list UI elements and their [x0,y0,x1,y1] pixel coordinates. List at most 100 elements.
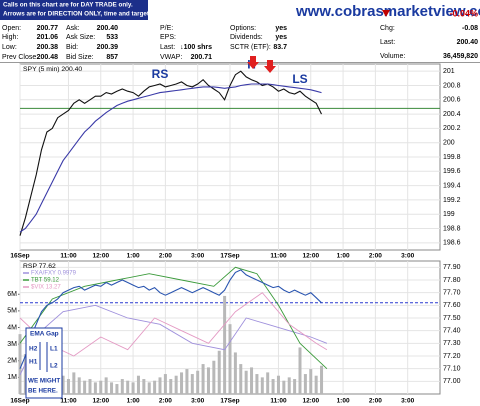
y-tick-label: 77.70 [443,290,461,297]
y-tick-label: 77.00 [443,378,461,385]
quote-label: Options: [230,25,256,32]
x-tick-label: 11:00 [60,398,77,405]
volume-bar [99,380,103,394]
volume-bar [163,374,167,394]
x-tick-label: 2:00 [369,253,382,260]
quote-value: 36,459,820 [443,53,478,60]
x-tick-label: 12:00 [92,398,109,405]
quote-label: Dividends: [230,34,263,41]
volume-bar [93,382,97,394]
x-tick-label: 11:00 [60,253,77,260]
quote-label: Last: [160,44,175,51]
legend-entry: FXA/FXY 0.9979 [31,271,77,277]
x-tick-label: 2:00 [369,398,382,405]
volume-bar [201,364,205,394]
volume-bar [190,374,194,394]
y-tick-label: 200.6 [443,97,461,104]
volume-bar [77,377,81,394]
y-tick-label: 199.8 [443,154,461,161]
y-tick-label: 199.2 [443,197,461,204]
quote-value: yes [275,25,287,32]
volume-bar [196,370,200,394]
y-tick-label: 77.60 [443,302,461,309]
volume-bar [115,384,119,394]
x-tick-label: 12:00 [302,253,319,260]
ema-label: L2 [50,363,58,370]
x-tick-label: 1:00 [337,398,350,405]
y2-tick-label: 5M [7,308,17,315]
quote-label: Last: [380,39,395,46]
y2-tick-label: 4M [7,324,17,331]
volume-bar [18,334,22,394]
quote-label: Bid: [66,44,78,51]
annotation: LS [292,72,307,86]
volume-bar [250,367,254,394]
series-line [19,292,328,357]
series-line [19,70,322,236]
x-tick-label: 1:00 [337,253,350,260]
ema-label: H2 [29,346,38,353]
volume-bar [266,372,270,394]
x-tick-label: 3:00 [401,253,414,260]
volume-bar [276,375,280,394]
y-tick-label: 198.8 [443,225,461,232]
y-tick-label: 199.6 [443,168,461,175]
quote-value: 200.40 [457,39,479,46]
legend-entry: $VIX 13.27 [31,285,61,291]
volume-bar [212,360,216,394]
x-tick-label: 1:00 [127,398,140,405]
quote-label: Ask Size: [66,34,95,41]
series-line [19,269,322,369]
plots: 198.6 198.8 199 199.2 199.4 199.6 199.8 200 200.… [7,58,460,405]
volume-bar [298,347,302,394]
y-tick-label: 199.4 [443,182,461,189]
volume-bar [233,352,237,394]
volume-bar [320,365,324,394]
volume-bar [303,374,307,394]
quote-label: VWAP: [160,54,182,61]
volume-bar [66,379,70,394]
x-tick-label: 12:00 [302,398,319,405]
quote-value: 200.48 [37,54,59,61]
volume-bar [126,380,130,394]
series-line [19,266,328,370]
volume-bar [147,382,151,394]
x-tick-label: 2:00 [159,253,172,260]
x-tick-label: 12:00 [92,253,109,260]
volume-bar [223,295,227,394]
x-tick-label: 16Sep [10,398,29,405]
y-tick-label: 200.4 [443,111,461,118]
x-tick-label: 17Sep [220,253,239,260]
volume-bar [309,369,313,394]
y-tick-label: 201 [443,68,455,75]
volume-bar [72,372,76,394]
volume-bar [206,367,210,394]
volume-bar [158,377,162,394]
y-tick-label: 200.2 [443,125,461,132]
volume-bar [153,380,157,394]
arrow [247,56,259,69]
volume-bar [293,379,297,394]
quote-value: 200.39 [97,44,119,51]
quote-label: Low: [2,44,17,51]
quote-value: ↓100 shrs [180,44,212,51]
y-tick-label: 77.30 [443,340,461,347]
volume-bar [169,379,173,394]
y-tick-label: 77.40 [443,328,461,335]
y-tick-label: 77.10 [443,366,461,373]
volume-bar [120,379,124,394]
ema-gap-box: EMA Gap H2 L1 H1 L2 WE MIGHT BE HERE. [25,327,63,399]
volume-bar [260,377,264,394]
quote-label: Chg: [380,25,395,32]
y-tick-label: 200.8 [443,82,461,89]
volume-bar [287,377,291,394]
y2-tick-label: 6M [7,291,17,298]
quote-label: Ask: [66,25,80,32]
x-tick-label: 17Sep [220,398,239,405]
quote-label: Open: [2,25,21,32]
quote-value: 857 [106,54,118,61]
volume-bar [23,354,27,394]
volume-bar [180,372,184,394]
